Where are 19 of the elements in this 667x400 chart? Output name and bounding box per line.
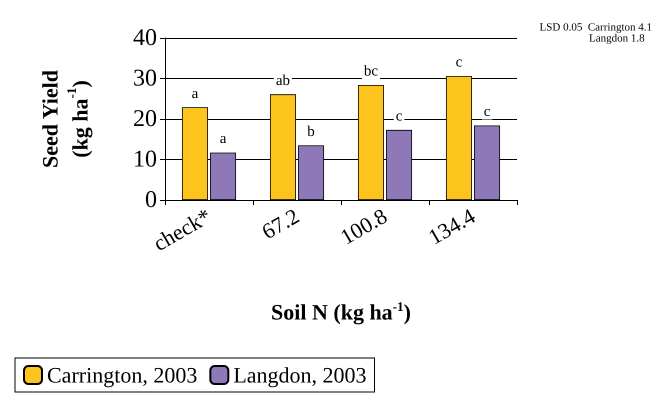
data-label: a [220,131,227,148]
text: LSD 0.05 Carrington 4.1 Langdon 1.8 [540,22,652,44]
data-label: c [484,104,491,120]
data-label: a [192,86,199,102]
data-label: ab [276,72,290,89]
x-tick-label: 100.8 [336,203,392,250]
legend-label: Carrington, 2003 [47,362,198,388]
x-tick-label: 67.2 [257,203,304,244]
data-label: b [307,124,315,140]
data-label: c [396,108,403,124]
y-tick-label: 30 [133,66,157,92]
data-label: c [456,54,463,71]
y-tick-label: 10 [133,146,157,172]
x-tick-label: 134.4 [424,203,480,250]
y-tick-label: 20 [133,106,157,132]
legend-label: Langdon, 2003 [233,362,367,388]
y-tick-label: 0 [145,187,157,213]
y-tick-label: 40 [133,25,157,51]
data-label: bc [364,63,378,80]
